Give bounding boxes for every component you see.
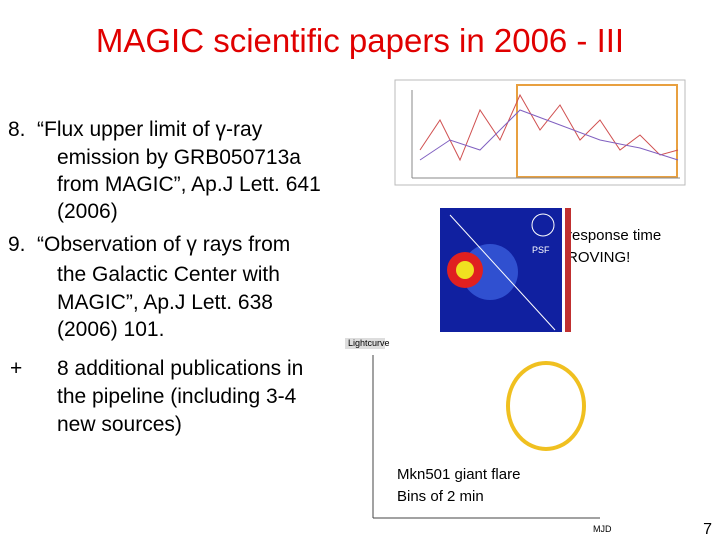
- item-line: from MAGIC”, Ap.J Lett. 641: [57, 173, 321, 196]
- page-number: 7: [703, 521, 712, 538]
- slide-title: MAGIC scientific papers in 2006 - III: [95, 22, 625, 59]
- grb-plot: [394, 79, 686, 186]
- item-line: “Observation of γ rays from: [37, 233, 291, 256]
- item-line: 8 additional publications in: [57, 357, 304, 380]
- item-line: emission by GRB050713a: [57, 146, 301, 169]
- item-line: “Flux upper limit of γ-ray: [37, 118, 263, 141]
- item-marker: +: [10, 357, 23, 380]
- item-line: the pipeline (including 3-4: [57, 385, 297, 408]
- item-line: MAGIC”, Ap.J Lett. 638: [57, 291, 273, 314]
- item-line: the Galactic Center with: [57, 263, 280, 286]
- flare-note: Mkn501 giant flare: [397, 466, 520, 483]
- flare-note: Bins of 2 min: [397, 488, 484, 505]
- item-line: (2006) 101.: [57, 318, 165, 341]
- item-line: new sources): [57, 413, 182, 436]
- skymap-label: PSF: [532, 245, 550, 255]
- grb-note: response time: [567, 227, 661, 244]
- lightcurve-xlabel: MJD: [593, 524, 612, 534]
- skymap: PSF: [410, 205, 571, 335]
- lightcurve: Lightcurve MJD Mkn501 giant flare Bins o…: [340, 337, 612, 534]
- item-marker: 9.: [8, 233, 26, 256]
- item-marker: 8.: [8, 118, 26, 141]
- item-line: (2006): [57, 200, 118, 223]
- grb-note: ROVING!: [567, 249, 630, 266]
- lightcurve-title: Lightcurve: [348, 338, 390, 348]
